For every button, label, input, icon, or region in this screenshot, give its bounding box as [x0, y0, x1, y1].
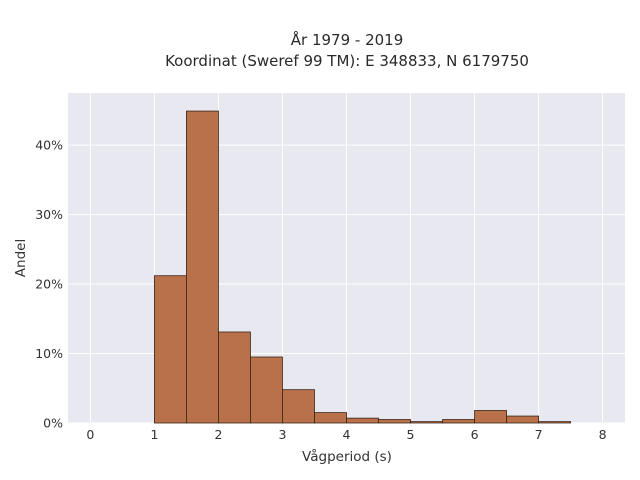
x-tick-label: 6 [471, 427, 479, 442]
histogram-bar [538, 421, 571, 424]
x-tick-label: 1 [150, 427, 158, 442]
x-tick-label: 3 [279, 427, 287, 442]
bars [154, 110, 571, 424]
x-tick-label: 7 [535, 427, 543, 442]
y-tick-label: 10% [35, 346, 63, 361]
chart-title-line1: År 1979 - 2019 [291, 30, 404, 49]
histogram-bar [474, 410, 507, 424]
y-axis-label: Andel [13, 239, 29, 277]
histogram-bar [186, 110, 219, 424]
x-tick-label: 5 [407, 427, 415, 442]
histogram-bar [314, 412, 347, 424]
x-tick-label: 0 [86, 427, 94, 442]
chart-title-line2: Koordinat (Sweref 99 TM): E 348833, N 61… [165, 52, 529, 70]
histogram-bar [346, 417, 379, 424]
histogram-bar [378, 419, 411, 424]
histogram-bar [410, 421, 443, 424]
x-tick-label: 4 [343, 427, 351, 442]
histogram-bar [506, 415, 539, 424]
y-tick-label: 30% [35, 207, 63, 222]
x-tick-label: 8 [599, 427, 607, 442]
x-tick-label: 2 [214, 427, 222, 442]
histogram-bar [442, 419, 475, 424]
histogram-bar [218, 331, 251, 424]
y-axis-ticks: 0% 10% 20% 30% 40% [35, 138, 63, 431]
y-tick-label: 40% [35, 138, 63, 153]
x-axis-label: Vågperiod (s) [302, 448, 392, 465]
y-tick-label: 20% [35, 277, 63, 292]
histogram-bar [154, 275, 187, 424]
histogram-bar [282, 389, 315, 424]
x-axis-ticks: 0 1 2 3 4 5 6 7 8 [86, 427, 606, 442]
y-tick-label: 0% [43, 416, 63, 431]
histogram-bar [250, 356, 283, 424]
